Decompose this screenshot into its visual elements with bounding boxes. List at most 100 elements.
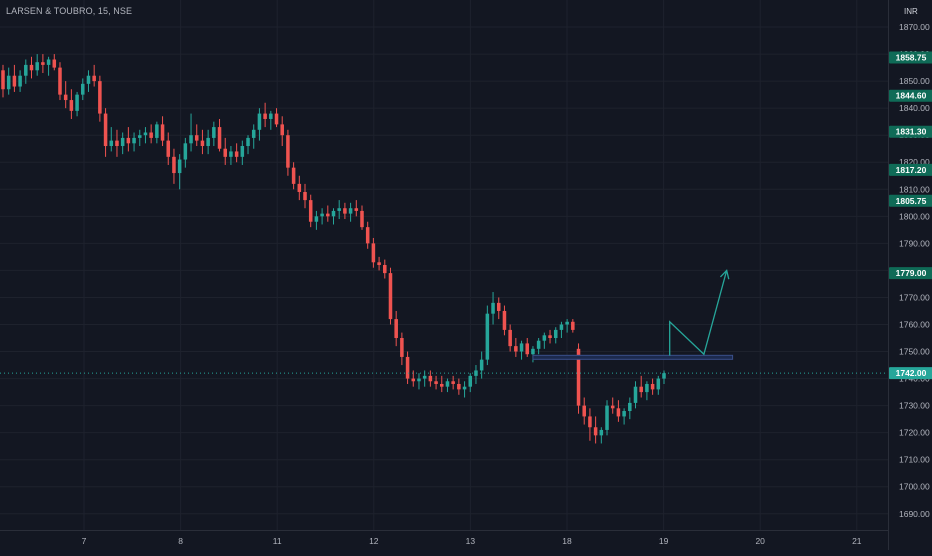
candle-body: [462, 386, 467, 390]
candle-body: [645, 383, 649, 393]
candle-body: [485, 313, 490, 360]
time-tick-label: 21: [852, 536, 862, 546]
candle-body: [320, 213, 324, 217]
candle-body: [662, 373, 666, 379]
candle-body: [212, 127, 216, 138]
candle-body: [553, 329, 558, 339]
time-tick-label: 8: [178, 536, 183, 546]
candle-body: [599, 429, 604, 436]
support-zone: [532, 354, 734, 360]
candle-body: [303, 191, 307, 201]
candle-body: [371, 243, 376, 263]
price-tick-label: 1850.00: [899, 76, 930, 86]
candle-body: [457, 383, 461, 390]
candlestick-plot[interactable]: [0, 0, 888, 530]
candle-body: [229, 151, 233, 157]
price-label-bg: [889, 367, 932, 380]
time-axis-labels: 7 8 11 12 13 18 19 20 21: [82, 536, 862, 546]
candle-body: [519, 343, 524, 352]
candle-body: [360, 210, 364, 228]
candle-body: [405, 356, 410, 379]
price-tick-label: 1730.00: [899, 401, 930, 411]
time-axis[interactable]: 7 8 11 12 13 18 19 20 21: [0, 530, 888, 551]
candle-body: [479, 359, 484, 371]
candle-body: [508, 329, 512, 347]
candle-body: [63, 94, 68, 101]
candle-body: [411, 378, 416, 382]
candle-body: [474, 370, 478, 376]
candle-body: [571, 321, 575, 330]
price-tick-label: 1750.00: [899, 347, 930, 357]
candle-body: [633, 386, 638, 403]
candle-body: [588, 416, 592, 428]
candle-body: [75, 94, 79, 111]
chart-area[interactable]: LARSEN & TOUBRO, 15, NSE: [0, 0, 888, 530]
price-tick-label: 1700.00: [899, 482, 930, 492]
candle-body: [166, 140, 171, 157]
candle-body: [536, 340, 541, 349]
candle-body: [417, 378, 421, 382]
candle-body: [377, 262, 381, 265]
candle-body: [18, 75, 22, 87]
candle-body: [525, 343, 530, 355]
price-tick-label: 1760.00: [899, 319, 930, 329]
price-axis-labels: 1690.001700.001710.001720.001730.001740.…: [889, 22, 932, 519]
candle-body: [251, 129, 256, 138]
candle-body: [331, 210, 336, 217]
projection-path: [669, 270, 728, 356]
candle-body: [35, 62, 39, 71]
candle-body: [115, 140, 119, 147]
candle-body: [120, 137, 125, 147]
candle-body: [326, 213, 330, 217]
candle-body: [1, 70, 5, 90]
candle-body: [348, 208, 353, 214]
candle-body: [445, 381, 450, 387]
candle-body: [160, 124, 165, 141]
candle-body: [143, 132, 148, 136]
candle-body: [263, 113, 267, 119]
candle-body: [628, 402, 632, 412]
candle-body: [269, 113, 273, 119]
candle-body: [388, 273, 393, 320]
candle-body: [491, 302, 495, 314]
candle-body: [206, 137, 210, 147]
price-tick-label: 1770.00: [899, 292, 930, 302]
candle-body: [109, 140, 114, 147]
price-label: 1817.20: [896, 165, 927, 175]
candle-body: [246, 137, 250, 147]
candle-body: [177, 159, 182, 174]
candle-body: [291, 167, 296, 184]
candle-body: [502, 310, 507, 330]
price-axis[interactable]: 1690.001700.001710.001720.001730.001740.…: [888, 0, 932, 550]
projection-arrowhead: [719, 269, 730, 280]
candle-body: [29, 64, 34, 71]
candle-body: [69, 100, 74, 111]
candle-body: [468, 375, 473, 387]
candle-body: [172, 156, 176, 174]
price-tick-label: 1710.00: [899, 455, 930, 465]
candle-body: [582, 405, 586, 417]
candle-body: [46, 59, 51, 65]
candle-body: [280, 124, 284, 136]
price-tick-label: 1870.00: [899, 22, 930, 32]
candle-body: [593, 427, 598, 436]
candle-body: [155, 124, 159, 138]
candle-body: [286, 135, 290, 168]
price-tick-label: 1720.00: [899, 428, 930, 438]
price-label-bg: [889, 125, 932, 138]
candle-body: [274, 113, 279, 125]
time-tick-label: 12: [369, 536, 379, 546]
price-label: 1831.30: [896, 127, 927, 137]
candle-body: [422, 375, 427, 379]
candle-body: [200, 140, 205, 147]
candle-body: [234, 151, 239, 157]
candle-body: [616, 408, 621, 417]
price-label-bg: [889, 163, 932, 176]
price-tick-label: 1820.00: [899, 157, 930, 167]
candle-body: [52, 59, 57, 68]
candle-body: [92, 75, 96, 82]
candle-body: [194, 135, 199, 141]
symbol-title: LARSEN & TOUBRO, 15, NSE: [6, 6, 133, 16]
candle-body: [12, 75, 17, 87]
candle-body: [103, 113, 108, 147]
